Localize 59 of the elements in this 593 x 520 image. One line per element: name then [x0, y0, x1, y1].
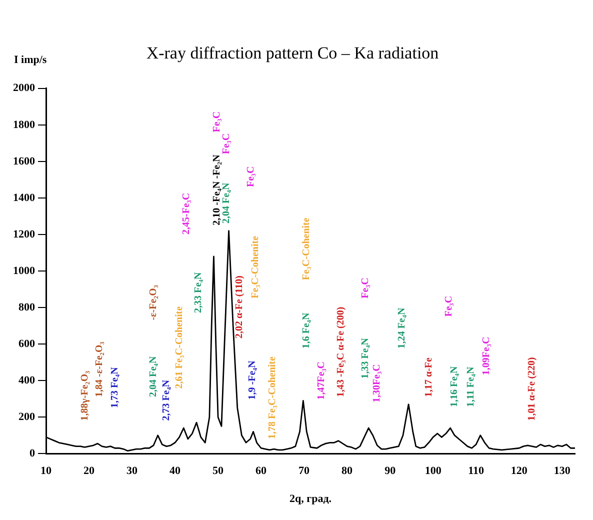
x-tick-label: 130	[554, 465, 571, 478]
y-tick-label: 400	[18, 374, 36, 386]
annotation: Fe₃C-Cohenite	[250, 235, 262, 298]
y-tick-label: 1800	[13, 118, 36, 131]
annotation: 1,6 Fe₄N	[301, 312, 312, 349]
x-tick-label: 20	[84, 465, 96, 478]
annotation: Fe₃C	[444, 296, 455, 317]
x-tick-label: 40	[170, 465, 182, 478]
y-axis-title: I imp/s	[14, 54, 47, 66]
y-tick-label: 1600	[13, 155, 36, 168]
annotation: 2,45-Fe₃C	[180, 192, 192, 234]
annotation: 1,47Fe₃C	[316, 361, 327, 400]
annotation: Fe₃C-Cohenite	[301, 217, 312, 280]
annotation: 2,10 -Fe₄N -Fe₂N	[211, 154, 222, 226]
x-tick-label: 120	[510, 465, 528, 478]
y-tick-label: 800	[18, 301, 36, 314]
annotation: 1,17 α-Fe	[423, 356, 434, 397]
annotation: 1,16 Fe₄N	[449, 365, 460, 408]
annotation: 1,11 Fe₄N	[466, 366, 476, 408]
annotation: 1,9 -Fe₄N	[247, 360, 258, 400]
x-tick-label: 10	[40, 465, 52, 478]
annotation: 2,73 Fe₄N	[161, 379, 172, 421]
y-tick-label: 1400	[13, 192, 36, 204]
annotation: 1,33 Fe₄N	[360, 337, 372, 379]
annotation: 1,73 Fe₄N	[109, 366, 120, 408]
annotation: 1,01 α-Fe (220)	[526, 357, 538, 421]
y-tick-label: 200	[18, 410, 36, 423]
annotation: 1,24 Fe₄N	[396, 307, 408, 349]
y-tick-label: 1000	[13, 264, 36, 277]
x-tick-label: 90	[384, 465, 396, 478]
x-tick-label: 50	[212, 465, 224, 478]
y-tick-label: 600	[18, 338, 36, 350]
annotation: -ε-Fe₂O₃	[148, 285, 160, 320]
x-tick-label: 30	[126, 465, 138, 478]
chart-title: X-ray diffraction pattern Co – Ka radiation	[146, 44, 440, 63]
annotation: 1,09Fe₃C	[480, 336, 492, 376]
x-tick-label: 110	[468, 465, 485, 478]
x-axis-title: 2q, град.	[289, 493, 332, 506]
annotation: 2,04 Fe₄N	[148, 355, 160, 397]
annotation: Fe₃C	[360, 278, 372, 298]
annotation: 1,88γ-Fe₂O₃	[79, 370, 90, 421]
annotation: 2,04 Fe₄N	[221, 182, 232, 224]
x-tick-label: 60	[256, 465, 268, 478]
y-tick-label: 1200	[13, 228, 36, 240]
annotation: 1,30Fe₃C	[372, 364, 383, 402]
x-tick-label: 100	[424, 465, 442, 478]
y-tick-label: 0	[30, 447, 36, 460]
annotation: 1,84 -ε-Fe₂O₃	[94, 342, 105, 397]
x-tick-label: 70	[298, 465, 310, 478]
annotation: 1,43 -Fe₃C α-Fe (200)	[336, 306, 347, 397]
annotation: Fe₃C	[211, 111, 222, 132]
annotation: Fe₃C	[245, 166, 256, 188]
x-tick-label: 80	[342, 465, 354, 478]
annotation: Fe₃C	[221, 133, 232, 154]
annotation: 2,61 Fe₃C-Cohenite	[174, 306, 185, 389]
annotation: 1,78 Fe₃C-Cohenite	[267, 356, 278, 439]
annotation: 2,02 α-Fe (110)	[234, 275, 246, 339]
annotation: 2,33 Fe₄N	[192, 271, 204, 313]
y-tick-label: 2000	[13, 82, 36, 94]
